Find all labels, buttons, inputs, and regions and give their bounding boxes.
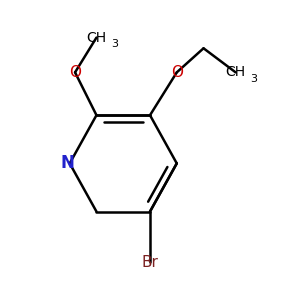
Text: CH: CH	[226, 65, 246, 80]
Text: CH: CH	[86, 31, 106, 45]
Text: O: O	[69, 65, 81, 80]
Text: 3: 3	[250, 74, 257, 84]
Text: N: N	[60, 154, 74, 172]
Text: 3: 3	[111, 39, 118, 49]
Text: Br: Br	[142, 255, 158, 270]
Text: O: O	[171, 65, 183, 80]
